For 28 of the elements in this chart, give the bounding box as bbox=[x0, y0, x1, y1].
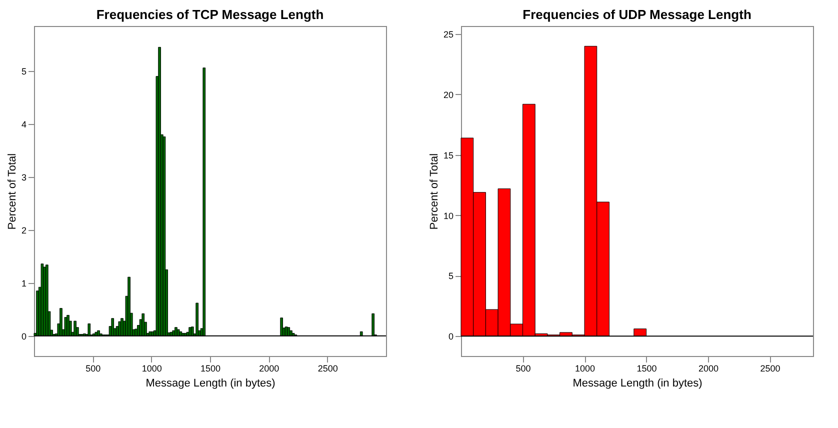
x-tick-label: 1500 bbox=[636, 364, 657, 374]
chart-title: Frequencies of TCP Message Length bbox=[96, 7, 324, 22]
x-tick-label: 1000 bbox=[142, 364, 162, 374]
y-axis-title: Percent of Total bbox=[428, 153, 440, 230]
y-tick-label: 2 bbox=[21, 225, 26, 236]
y-tick-label: 5 bbox=[21, 66, 26, 77]
x-tick-label: 500 bbox=[516, 364, 531, 374]
x-tick-label: 1000 bbox=[574, 364, 596, 374]
y-tick-label: 10 bbox=[443, 210, 454, 221]
y-tick-label: 1 bbox=[21, 278, 26, 288]
x-tick-label: 1500 bbox=[200, 364, 221, 374]
y-tick-label: 0 bbox=[21, 331, 26, 342]
y-tick-label: 5 bbox=[448, 271, 454, 282]
x-tick-label: 2500 bbox=[760, 364, 780, 374]
y-tick-label: 0 bbox=[448, 332, 454, 342]
x-tick-label: 2500 bbox=[318, 364, 338, 374]
x-tick-label: 2000 bbox=[698, 364, 719, 374]
y-axis-title: Percent of Total bbox=[6, 153, 18, 230]
chart-title: Frequencies of UDP Message Length bbox=[522, 7, 752, 22]
x-axis-title: Message Length (in bytes) bbox=[572, 378, 702, 390]
y-tick-label: 4 bbox=[21, 119, 26, 130]
y-tick-label: 15 bbox=[443, 150, 454, 160]
y-tick-label: 20 bbox=[443, 90, 454, 100]
x-tick-label: 500 bbox=[86, 364, 101, 374]
y-tick-label: 3 bbox=[21, 172, 26, 182]
x-axis-title: Message Length (in bytes) bbox=[146, 378, 276, 390]
y-tick-label: 25 bbox=[443, 30, 454, 40]
x-tick-label: 2000 bbox=[259, 364, 280, 374]
